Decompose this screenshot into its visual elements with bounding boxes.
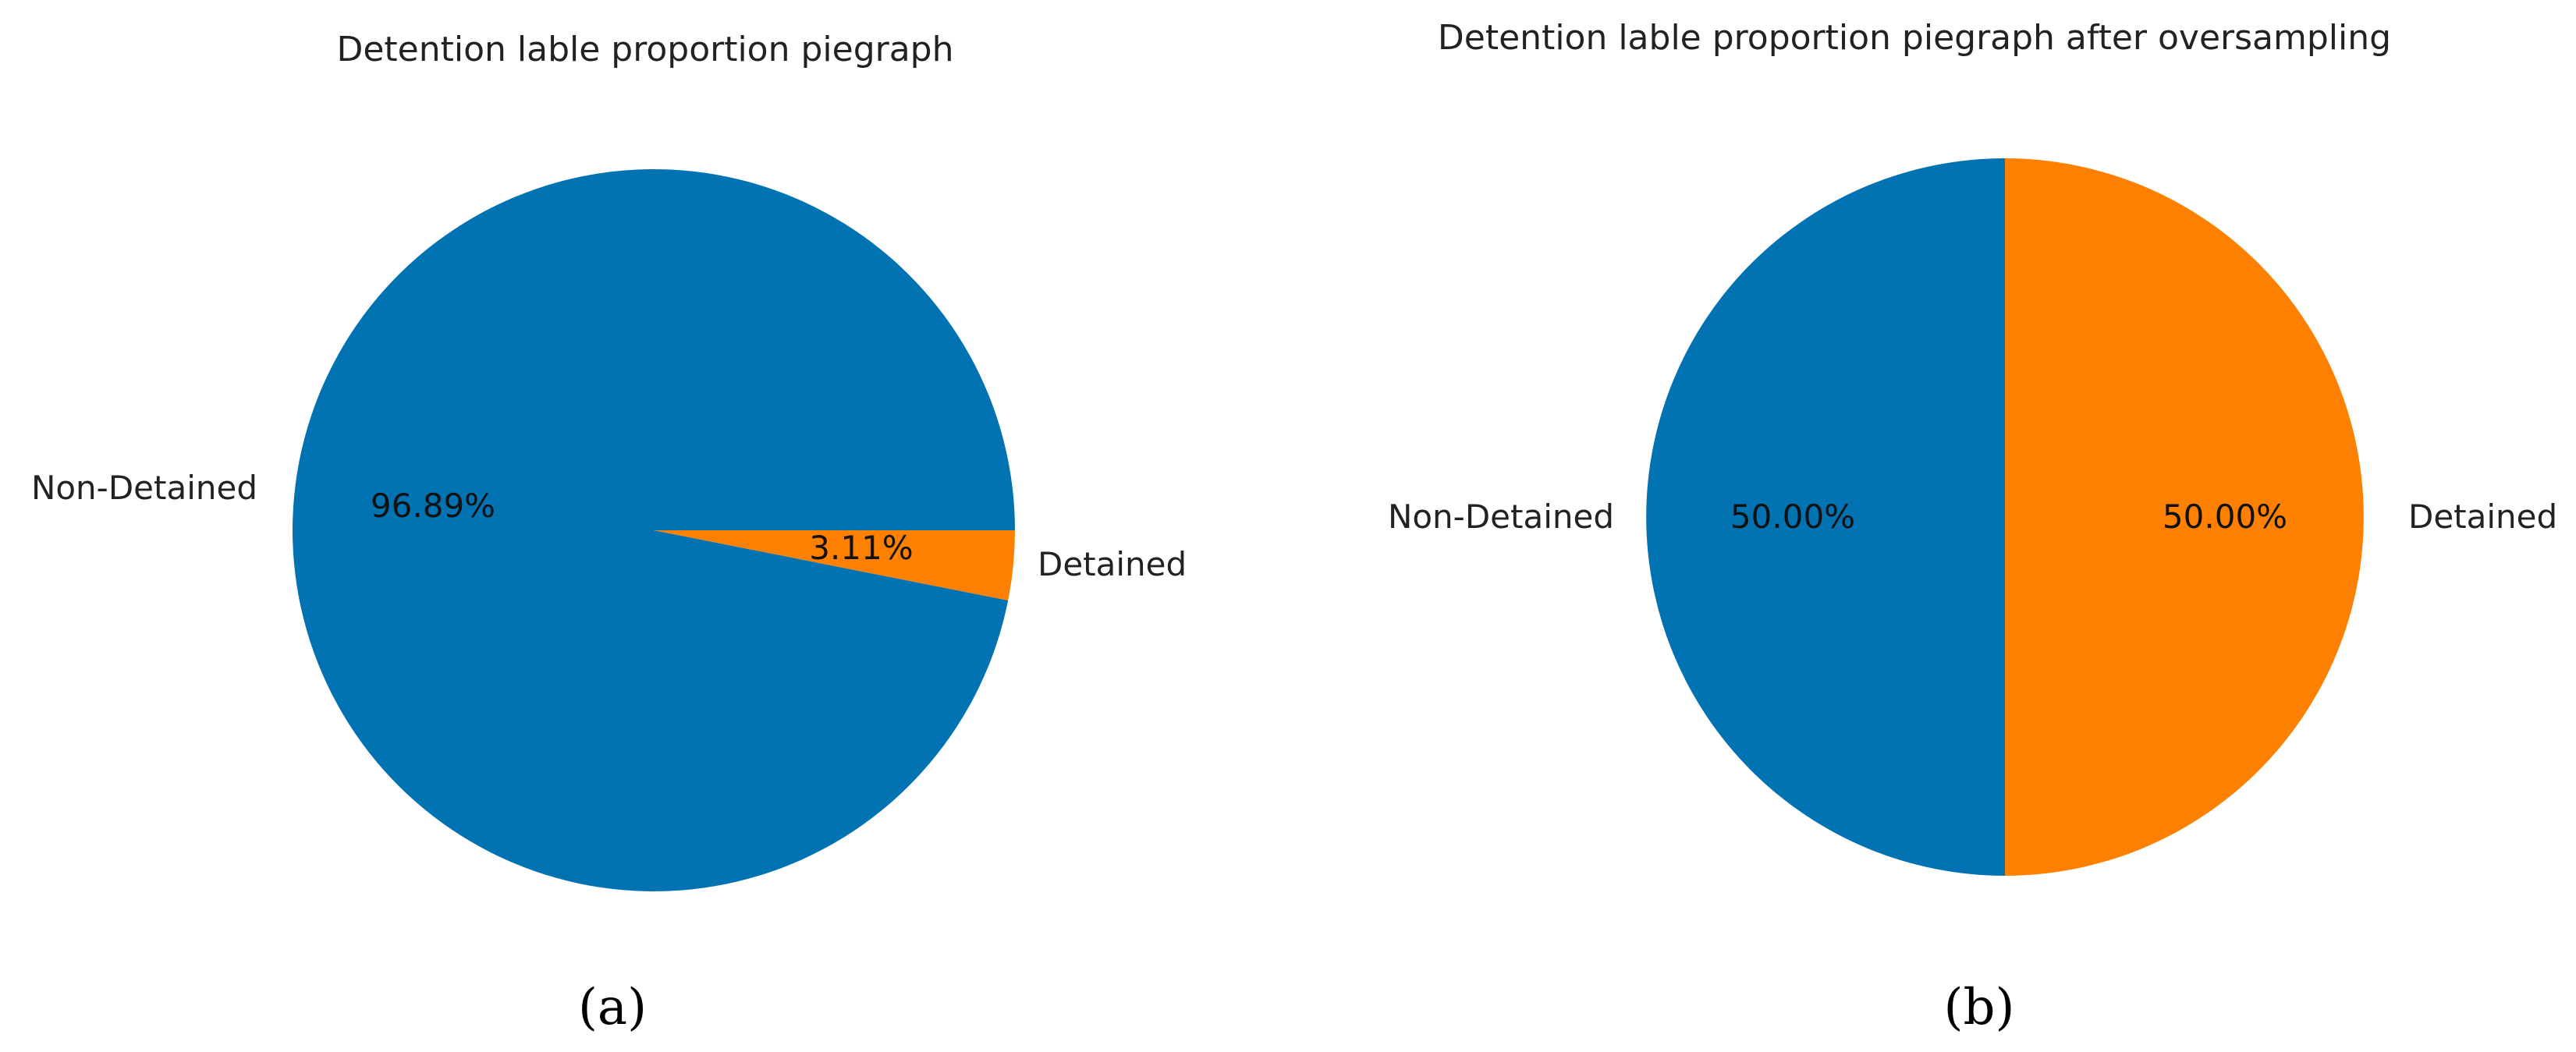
chart-a-label-detained: Detained (1038, 545, 1187, 583)
pie-b-slices (1646, 158, 2364, 876)
pie-slice-non-detained (1646, 158, 2005, 876)
chart-a-value-label-detained: 3.11% (809, 529, 913, 567)
pie-slice-detained (2005, 158, 2364, 876)
chart-a-title: Detention lable proportion piegraph (336, 30, 953, 69)
chart-b-value-label-detained: 50.00% (2163, 498, 2287, 536)
pie-slice-detained (654, 530, 1015, 600)
pie-a-slices (292, 169, 1016, 891)
chart-a-value-label-non-detained: 96.89% (371, 487, 495, 525)
panel-label-a: (a) (578, 979, 647, 1036)
chart-b-title: Detention lable proportion piegraph afte… (1438, 18, 2391, 58)
panel-label-b: (b) (1944, 979, 2015, 1036)
chart-b-value-label-non-detained: 50.00% (1730, 498, 1855, 536)
chart-a-label-non-detained: Non-Detained (31, 469, 257, 507)
pie-chart-b: Detention lable proportion piegraph afte… (1388, 18, 2557, 1036)
chart-b-label-non-detained: Non-Detained (1388, 498, 1614, 536)
pie-chart-a: Detention lable proportion piegraph Non-… (31, 30, 1187, 1036)
chart-b-label-detained: Detained (2408, 498, 2557, 536)
